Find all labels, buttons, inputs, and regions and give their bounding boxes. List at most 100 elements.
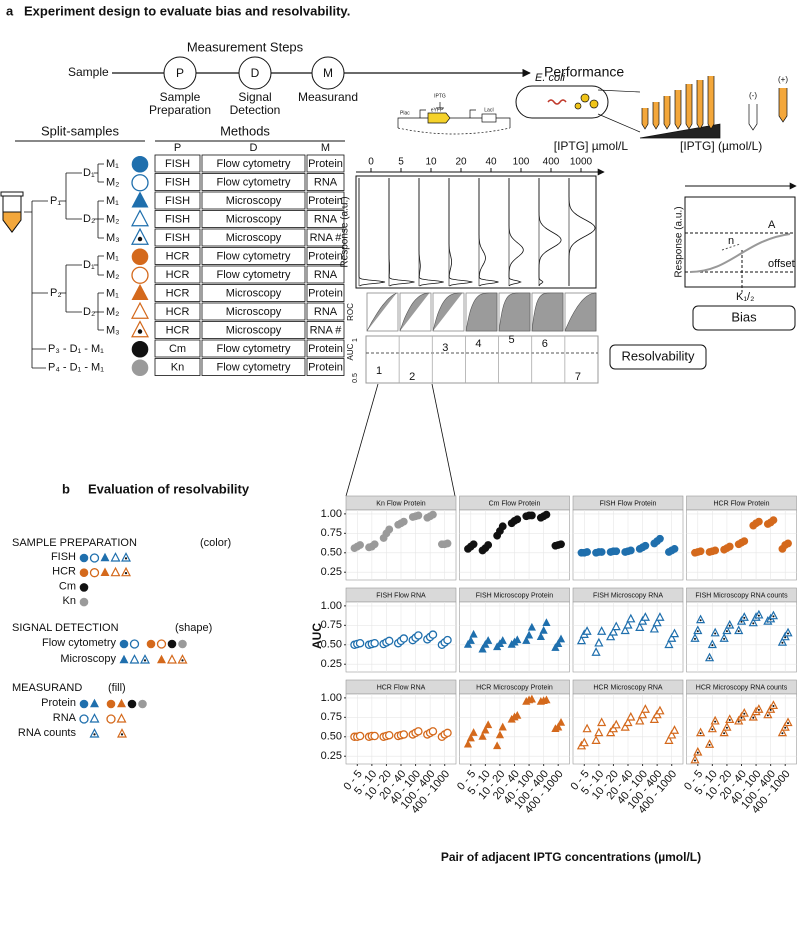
table-cell <box>154 302 201 321</box>
table-cell <box>201 191 306 210</box>
tree-branch <box>24 200 48 369</box>
concentration-label: 20 <box>455 157 467 168</box>
marker <box>463 739 473 748</box>
protein <box>580 93 590 103</box>
marker <box>156 639 167 649</box>
marker-outline <box>131 227 149 245</box>
marker-dot <box>766 714 769 717</box>
tube <box>663 96 671 130</box>
marker <box>481 639 490 648</box>
marker-outline <box>725 714 735 723</box>
marker <box>640 612 650 621</box>
marker <box>704 652 715 662</box>
marker <box>777 727 788 737</box>
marker-outline <box>722 625 732 635</box>
marker <box>690 633 700 642</box>
pair-number: 1 <box>376 365 382 377</box>
marker-dot <box>757 614 760 617</box>
tree-branch <box>60 264 82 313</box>
marker-dot <box>723 732 726 735</box>
marker <box>131 209 149 227</box>
histogram-curve <box>448 178 473 287</box>
marker <box>626 546 635 555</box>
table-text: Flow cytometry <box>217 362 291 374</box>
table-cell <box>306 265 345 284</box>
table-text: Microscopy <box>226 288 282 300</box>
marker <box>557 540 565 549</box>
pair-number: 6 <box>542 338 548 350</box>
table-cell <box>306 321 345 339</box>
marker-dot <box>787 632 790 635</box>
y-tick-label: 0.50 <box>321 731 342 743</box>
tube <box>652 102 660 130</box>
marker <box>110 566 121 577</box>
table-text: HCR <box>166 269 190 281</box>
table-cell <box>306 154 345 173</box>
roc-area <box>399 292 430 332</box>
concentration-label: 1000 <box>570 157 593 168</box>
y-tick-label: 1.00 <box>321 692 342 704</box>
methods-header: D <box>250 142 258 154</box>
marker <box>356 541 364 549</box>
table-text: HCR <box>166 251 190 263</box>
axis-title: [IPTG] µmol/L <box>554 139 629 153</box>
y-tick-label: 0.75 <box>321 619 342 631</box>
tree-label: D₂ <box>83 306 95 318</box>
marker <box>89 728 100 738</box>
table-cell <box>201 358 306 376</box>
step-circle <box>238 56 272 90</box>
marker <box>100 567 110 577</box>
marker-outline <box>783 627 793 637</box>
marker-dot <box>781 641 784 644</box>
concentration-label: 400 <box>543 157 560 168</box>
marker <box>89 553 100 563</box>
marker <box>693 625 703 635</box>
repression <box>436 102 444 109</box>
marker-dot <box>693 759 696 762</box>
table-cell <box>154 321 201 339</box>
table-cell <box>201 247 306 265</box>
strip-title: HCR Flow Protein <box>713 500 769 507</box>
marker <box>707 639 717 649</box>
table-cell <box>154 173 201 191</box>
marker <box>384 730 394 740</box>
marker <box>582 723 592 733</box>
marker-dot <box>93 733 96 736</box>
tick-label: 1 <box>352 338 359 342</box>
table-text: FISH <box>165 232 190 244</box>
protein <box>589 99 599 109</box>
tube <box>674 90 682 130</box>
marker-dot <box>181 659 184 662</box>
marker <box>695 614 706 624</box>
marker <box>469 540 478 549</box>
marker-outline <box>783 717 793 727</box>
promoter <box>419 109 426 118</box>
marker-outline <box>748 617 758 627</box>
table-text: RNA <box>314 306 338 318</box>
marker <box>527 622 536 631</box>
pair-number: 7 <box>575 371 581 383</box>
marker <box>664 639 674 649</box>
axis-title: ROC <box>346 303 355 321</box>
tree-label: P₃ - D₁ - M₁ <box>48 343 104 355</box>
marker <box>583 548 591 556</box>
step-name: Sample <box>160 90 201 104</box>
tube <box>641 108 649 130</box>
marker <box>117 698 126 708</box>
pair-number: 4 <box>475 338 481 350</box>
marker <box>513 515 522 524</box>
roc-area <box>432 292 463 332</box>
strip-title: FISH Microscopy RNA counts <box>695 592 788 599</box>
marker <box>131 320 149 338</box>
strip-title: FISH Flow Protein <box>600 500 657 507</box>
tree-label: M₂ <box>106 177 119 189</box>
marker <box>89 713 100 723</box>
marker <box>484 720 493 729</box>
marker <box>79 568 89 578</box>
table-text: Flow cytometry <box>217 158 291 170</box>
marker <box>131 359 149 377</box>
marker <box>79 597 89 607</box>
marker <box>484 541 493 549</box>
strip-title: FISH Flow RNA <box>376 592 426 599</box>
tube <box>748 104 758 131</box>
